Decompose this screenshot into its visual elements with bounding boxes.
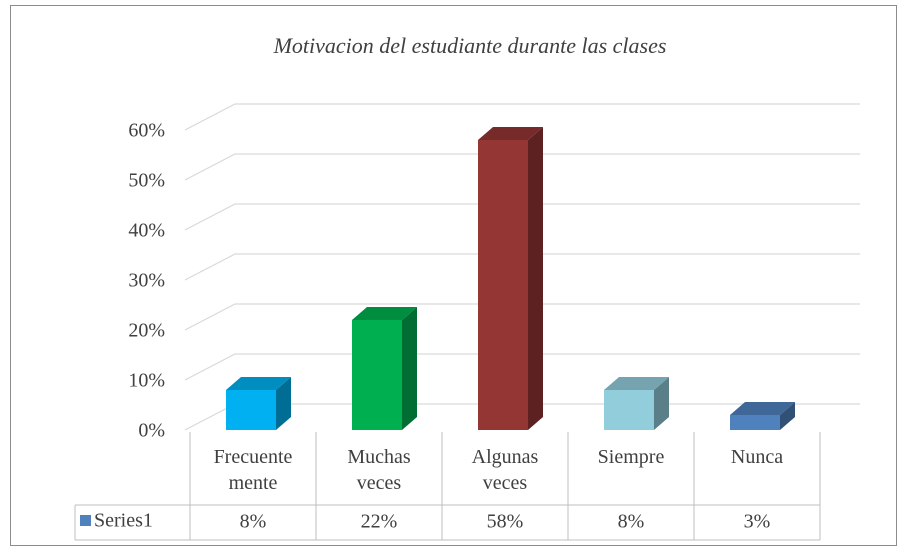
legend-label: Series1	[94, 510, 153, 532]
bar-face	[654, 377, 669, 430]
frame	[10, 5, 897, 546]
bar-face	[226, 377, 291, 390]
y-tick-label: 60%	[128, 120, 165, 142]
bar-face	[276, 377, 291, 430]
bar-face	[352, 320, 402, 430]
bar	[730, 402, 795, 430]
bar-face	[730, 415, 780, 430]
data-table-value: 8%	[618, 511, 645, 533]
x-tick-label: Algunas veces	[471, 446, 539, 494]
bar	[604, 377, 669, 430]
bar-face	[478, 127, 543, 140]
y-tick-label: 40%	[128, 220, 165, 242]
grid-line	[184, 153, 860, 181]
legend-key	[80, 515, 91, 526]
bar-face	[780, 402, 795, 430]
bar-face	[402, 307, 417, 430]
bar	[478, 127, 543, 430]
x-tick-label: Muchas veces	[347, 446, 411, 494]
bar	[226, 377, 291, 430]
bar-face	[730, 402, 795, 415]
grid-line	[184, 103, 860, 131]
grid-line	[184, 353, 860, 381]
bar-face	[478, 140, 528, 430]
bar-face	[604, 390, 654, 430]
y-tick-label: 0%	[138, 420, 165, 442]
y-tick-label: 30%	[128, 270, 165, 292]
x-tick-label: Frecuente mente	[213, 446, 293, 494]
data-table-value: 58%	[487, 511, 524, 533]
grid-line	[184, 203, 860, 231]
x-tick-label: Siempre	[597, 446, 665, 468]
y-tick-label: 10%	[128, 370, 165, 392]
bar-face	[226, 390, 276, 430]
grid-line	[184, 303, 860, 331]
chart-title: Motivacion del estudiante durante las cl…	[273, 33, 667, 58]
y-tick-label: 20%	[128, 320, 165, 342]
grid-line	[184, 253, 860, 281]
bar-face	[352, 307, 417, 320]
data-table-value: 8%	[240, 511, 267, 533]
bar-face	[604, 377, 669, 390]
bar	[352, 307, 417, 430]
data-table-value: 3%	[744, 511, 771, 533]
x-tick-label: Nunca	[730, 446, 784, 468]
y-tick-label: 50%	[128, 170, 165, 192]
data-table-value: 22%	[361, 511, 398, 533]
bar-face	[528, 127, 543, 430]
